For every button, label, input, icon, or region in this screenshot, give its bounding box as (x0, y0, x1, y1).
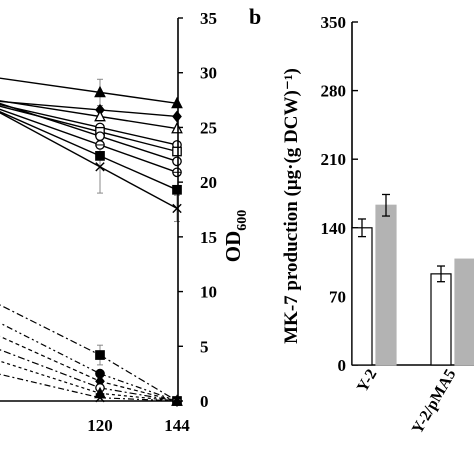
od-series-line (0, 102, 178, 163)
od-series-line (0, 105, 178, 153)
panel-a-markers (94, 85, 183, 407)
production-series-line (0, 335, 101, 382)
od-tick-label: 35 (200, 9, 217, 28)
panel-a-x-axis: 120 144 (0, 400, 190, 435)
panel-a-od-axis: 0 5 10 15 20 25 30 35 OD600 (177, 9, 250, 411)
y-tick-label: 350 (321, 13, 347, 32)
x-marker-stroke (95, 162, 105, 172)
production-series-line (0, 373, 101, 399)
circle-open-marker (95, 131, 105, 142)
od-tick-label: 20 (200, 173, 217, 192)
panel-a-plot (0, 77, 183, 407)
square-filled-marker (95, 350, 105, 360)
x-tick-label: 120 (87, 416, 113, 435)
od-tick-label: 25 (200, 118, 217, 137)
production-series-line (99, 392, 178, 402)
od-series-line (0, 100, 178, 130)
circle-open-marker (172, 156, 182, 167)
triangle-open-marker (94, 109, 106, 122)
production-series-line (0, 304, 101, 356)
diamond-filled-marker (172, 110, 182, 123)
y-tick-label: 280 (321, 82, 347, 101)
panel-label-b: b (249, 4, 261, 29)
x-tick-label: 144 (164, 416, 190, 435)
y-tick-label: 70 (329, 287, 346, 306)
bar (454, 258, 474, 366)
od-ticks: 0 5 10 15 20 25 30 35 (178, 9, 217, 411)
od-tick-label: 10 (200, 283, 217, 302)
panel-b-plot: 0 70 140 210 280 350 Y-2 Y-2/pMA5 MK-7 product… (281, 13, 474, 437)
production-series-line (99, 397, 178, 402)
x-marker-stroke (172, 203, 182, 214)
production-series-line (99, 387, 178, 402)
od-tick-label: 30 (200, 64, 217, 83)
od-series-line (0, 111, 178, 191)
square-filled-marker (172, 184, 182, 195)
y-tick-label: 210 (321, 150, 347, 169)
y-tick-label: 0 (338, 356, 347, 375)
y-ticks: 0 70 140 210 280 350 (321, 13, 358, 375)
bar (351, 227, 373, 366)
od-series-line (0, 103, 178, 146)
triangle-filled-marker (171, 96, 183, 109)
y-axis-label: MK-7 production (μg·(g DCW)⁻¹) (281, 68, 302, 344)
od-series-line (0, 108, 178, 173)
production-series-line (99, 380, 178, 402)
od-tick-label: 5 (200, 337, 209, 356)
od-axis-label: OD600 (221, 210, 250, 263)
triangle-filled-marker (94, 85, 106, 98)
od-tick-label: 0 (200, 392, 209, 411)
panel-a-lines (0, 77, 180, 402)
bars (351, 193, 474, 366)
x-tick-label: Y-2 (354, 367, 380, 396)
od-tick-label: 15 (200, 228, 217, 247)
production-series-line (0, 349, 101, 389)
production-series-line (99, 354, 178, 402)
square-filled-marker (95, 151, 105, 161)
y-tick-label: 140 (321, 219, 347, 238)
production-series-line (0, 322, 101, 375)
bar (430, 273, 452, 366)
production-series-line (99, 373, 178, 402)
production-series-line (0, 360, 101, 394)
square-open-marker (172, 146, 182, 157)
od-series-line (0, 100, 178, 118)
x-tick-labels: Y-2 Y-2/pMA5 (354, 367, 459, 437)
x-tick-label: Y-2/pMA5 (409, 367, 459, 437)
bar (375, 204, 397, 366)
od-series-line (0, 112, 178, 210)
od-series-line (0, 77, 178, 105)
